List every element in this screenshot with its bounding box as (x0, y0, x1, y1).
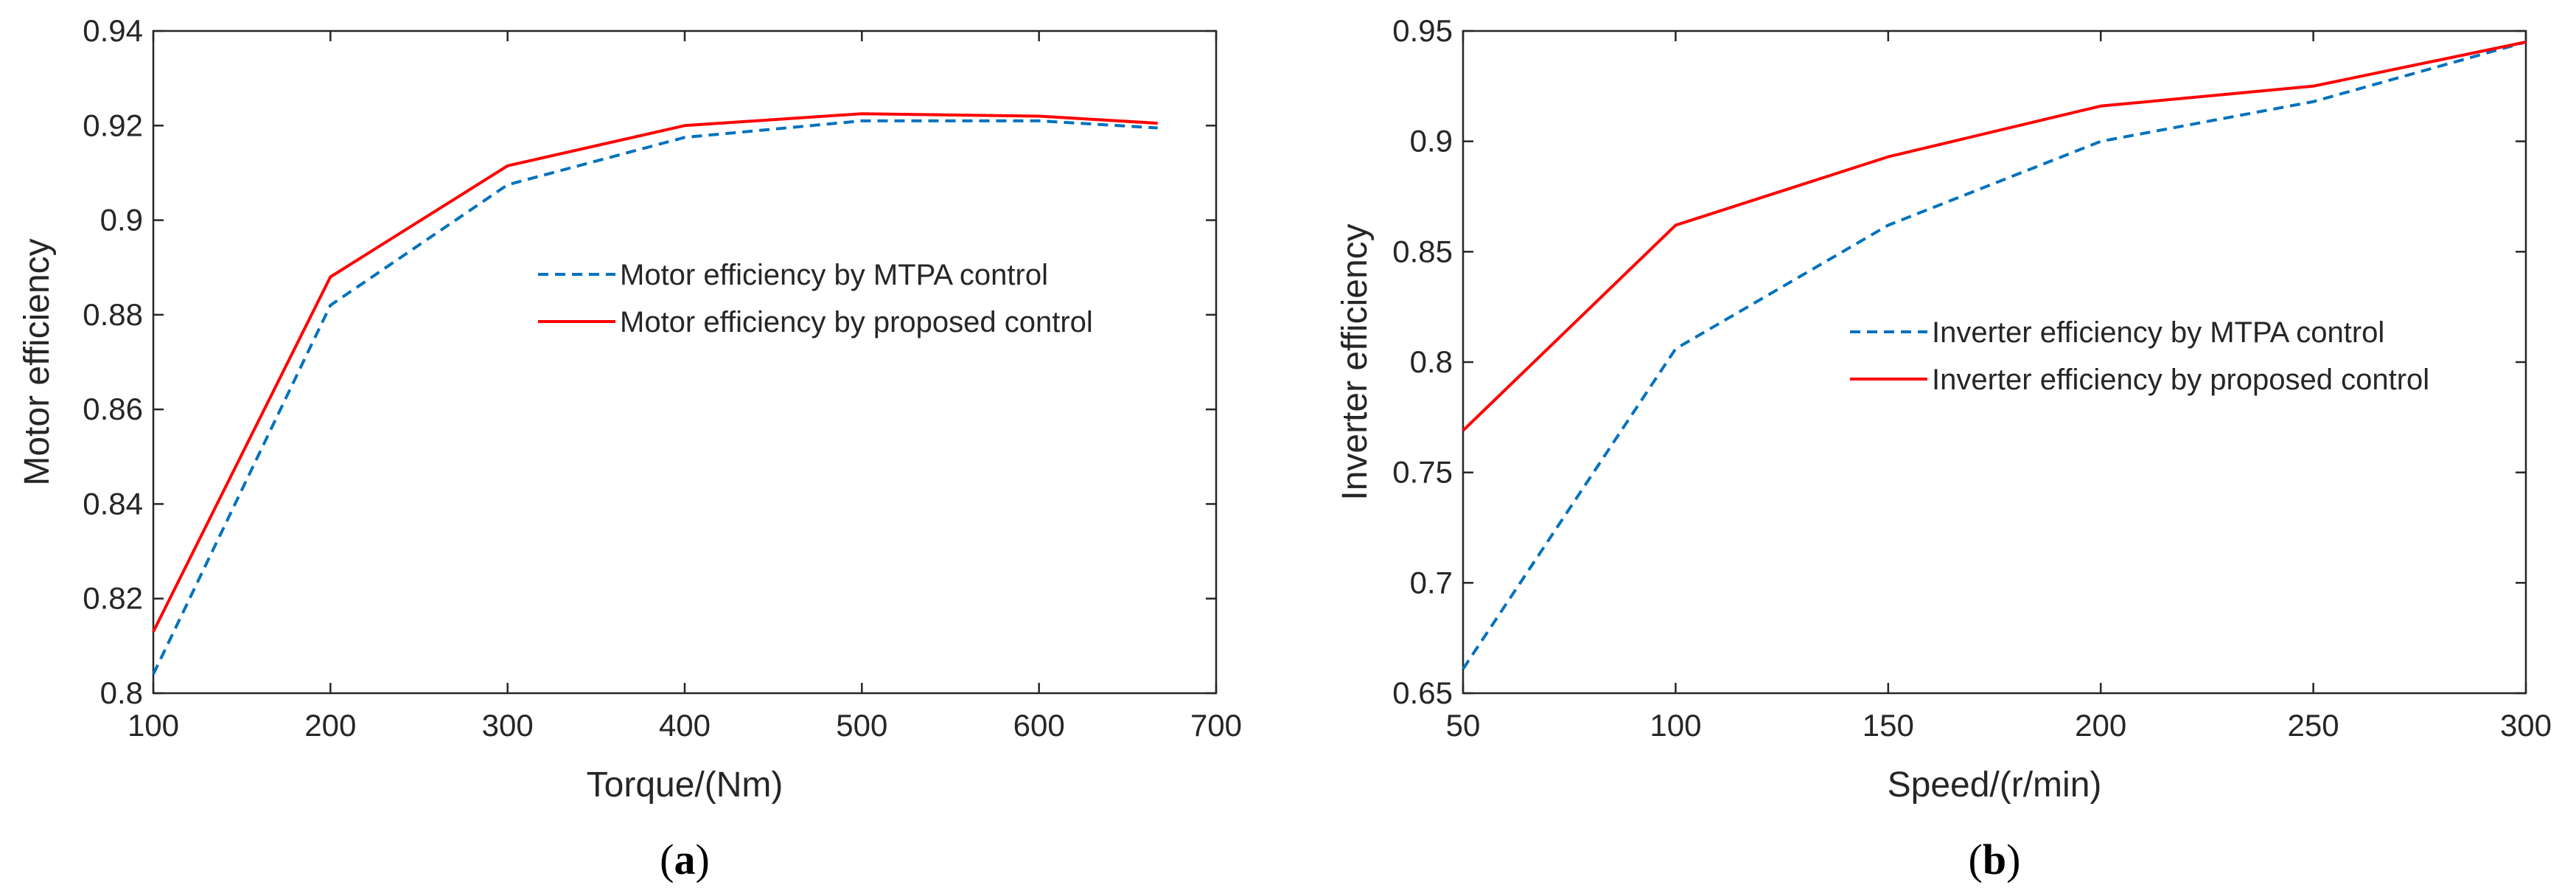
legend-entry: Inverter efficiency by proposed control (1932, 364, 2429, 396)
y-tick-label: 0.86 (83, 392, 143, 426)
series-line-proposed (1462, 41, 2527, 432)
x-tick-label: 150 (1863, 708, 1914, 743)
y-tick-label: 0.8 (1410, 344, 1453, 379)
x-tick-label: 250 (2288, 708, 2339, 743)
y-axis-label: Motor efficiency (18, 238, 57, 485)
y-tick-label: 0.8 (100, 676, 143, 710)
x-tick-label: 200 (304, 708, 356, 743)
x-axis-label: Torque/(Nm) (587, 765, 783, 805)
series-line-proposed (152, 112, 1158, 633)
legend-entry: Motor efficiency by MTPA control (620, 259, 1048, 291)
x-axis-label: Speed/(r/min) (1888, 765, 2102, 805)
y-tick-label: 0.92 (83, 108, 143, 142)
x-tick-label: 400 (659, 708, 711, 743)
plot-area-frame (152, 29, 1218, 695)
y-axis-label: Inverter efficiency (1336, 223, 1375, 500)
y-tick-label: 0.9 (100, 203, 143, 237)
chart-panel-a: 100 200 300 400 500 600 700 0.8 0.82 0.84 0.86 0.88… (18, 13, 1242, 883)
legend-entry: Inverter efficiency by MTPA control (1932, 316, 2384, 349)
x-tick-label: 100 (1650, 708, 1701, 743)
y-tick-label: 0.88 (83, 297, 143, 332)
y-tick-label: 0.82 (83, 581, 143, 616)
x-tick-label: 300 (482, 708, 534, 743)
x-tick-label: 200 (2075, 708, 2126, 743)
series-line-mtpa (1462, 41, 2527, 670)
y-tick-label: 0.65 (1392, 676, 1453, 710)
panel-label: (a) (660, 836, 710, 883)
x-tick-label: 500 (836, 708, 887, 743)
panel-label: (b) (1969, 836, 2021, 883)
y-tick-label: 0.95 (1392, 13, 1453, 48)
y-tick-label: 0.9 (1410, 124, 1453, 159)
y-tick-label: 0.94 (83, 13, 143, 48)
x-tick-label: 100 (128, 708, 179, 743)
x-tick-label: 50 (1446, 708, 1481, 743)
y-tick-label: 0.7 (1410, 565, 1453, 600)
legend-entry: Motor efficiency by proposed control (620, 306, 1093, 338)
y-tick-label: 0.75 (1392, 455, 1453, 490)
x-tick-label: 600 (1013, 708, 1065, 743)
x-tick-label: 300 (2500, 708, 2552, 743)
y-tick-label: 0.84 (83, 486, 143, 521)
chart-panel-b: 50 100 150 200 250 300 0.65 0.7 0.75 0.8 0.85 0.9 0.… (1336, 13, 2552, 883)
y-tick-label: 0.85 (1392, 234, 1453, 268)
x-tick-label: 700 (1190, 708, 1242, 743)
series-line-mtpa (152, 119, 1158, 676)
